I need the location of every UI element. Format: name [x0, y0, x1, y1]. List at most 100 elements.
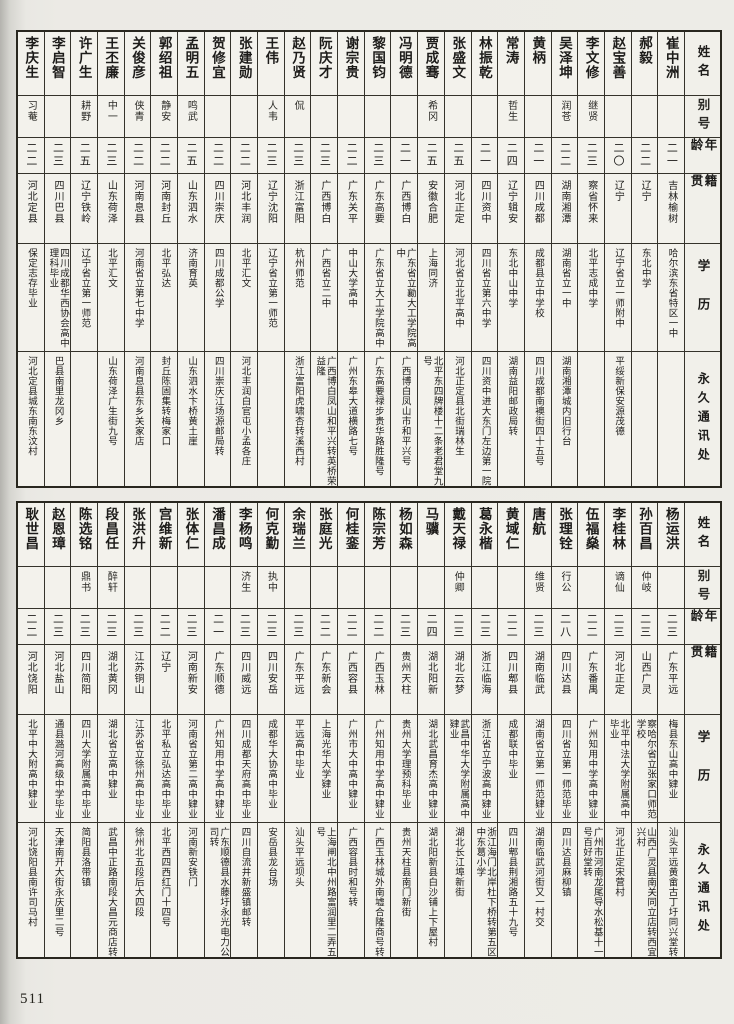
- header-age: 年龄: [685, 138, 720, 174]
- person-alias-cell: [44, 567, 71, 609]
- person-name: 宫维新: [156, 507, 172, 551]
- header-edu-label: 学历: [695, 259, 710, 336]
- person-name-cell: 张庭光: [311, 503, 338, 567]
- person-education: 湖北省立高中肄业: [106, 719, 118, 799]
- person-name-cell: 贾成骞: [418, 32, 444, 96]
- person-age: 二二: [345, 142, 358, 168]
- person-alias-cell: 执中: [258, 567, 284, 609]
- person-education: 察哈尔省立张家口师范学校: [634, 719, 657, 819]
- person-native-place: 广东番禺: [585, 651, 597, 695]
- person-name: 郝毅: [637, 36, 653, 65]
- person-age-cell: 二三: [604, 609, 631, 645]
- person-name-cell: 吴泽坤: [551, 32, 578, 96]
- person-column: 黄柄 二一 四川成都 成都县立中学校 四川成都南襖街四十五号: [523, 32, 551, 486]
- person-edu-cell: 四川省立第一师范毕业: [551, 715, 578, 823]
- person-native-place: 河北饶阳: [25, 651, 37, 695]
- person-education: 广东省立勷大工学院高中: [394, 248, 416, 348]
- person-column: 张体仁 二三 河南新安 河南省立第二高中肄业 河南新安铁门: [176, 503, 204, 957]
- person-age: 二三: [478, 613, 491, 639]
- person-age-cell: 二三: [44, 138, 71, 174]
- person-column: 马骥 二四 湖北阳新 湖北武昌育杰高中肄业 湖北阳新县白沙铺上下屋村: [417, 503, 444, 957]
- header-addr: 永久通讯处: [685, 823, 720, 957]
- person-native-cell: 湖北云梦: [444, 645, 471, 715]
- person-education: 四川成都天府高中毕业: [239, 719, 251, 819]
- person-name-cell: 黄柄: [524, 32, 551, 96]
- person-edu-cell: 保定志存毕业: [17, 244, 44, 352]
- person-education: 辽宁省立第一师范: [266, 248, 278, 328]
- person-education: 广州知用中学高中肄业: [212, 719, 224, 819]
- person-name-cell: 郭绍祖: [151, 32, 177, 96]
- person-native-cell: 四川威远: [231, 645, 257, 715]
- header-edu-label: 学历: [695, 730, 710, 807]
- person-native-cell: 四川安岳: [258, 645, 284, 715]
- person-name: 戴天禄: [450, 507, 466, 551]
- person-alias-cell: 耕野: [71, 96, 97, 138]
- person-native-place: 广西博白: [398, 180, 410, 224]
- person-alias-cell: [311, 96, 338, 138]
- header-name: 姓名: [685, 32, 720, 96]
- person-edu-cell: 平远高中毕业: [284, 715, 311, 823]
- person-native-place: 四川资中: [478, 180, 490, 224]
- person-age: 二三: [638, 613, 651, 639]
- person-addr-cell: 山东泗水卞桥黄土崖: [178, 352, 204, 486]
- person-addr-cell: 山西广灵县南关同立店转西宜兴村: [632, 823, 658, 957]
- person-edu-cell: 湖南省立一中: [551, 244, 578, 352]
- person-native-cell: 广东番禺: [578, 645, 604, 715]
- person-name-cell: 何桂銮: [338, 503, 364, 567]
- person-age-cell: 二三: [97, 609, 124, 645]
- person-edu-cell: 上海同济: [418, 244, 444, 352]
- person-alias-cell: 济生: [231, 567, 257, 609]
- person-education: 四川成都华西协会高中理科毕业: [47, 248, 69, 348]
- person-alias-cell: [391, 567, 418, 609]
- person-name-cell: 潘昌成: [204, 503, 231, 567]
- person-age-cell: 二三: [471, 609, 498, 645]
- person-address: 汕头平远坝头: [292, 827, 304, 887]
- person-name: 何桂銮: [343, 507, 359, 551]
- header-alias-label: 别号: [695, 98, 710, 135]
- person-age: 二三: [51, 613, 64, 639]
- person-name-cell: 宫维新: [151, 503, 177, 567]
- person-column: 孟明五 鸣武 二五 山东泗水 济南育英 山东泗水卞桥黄土崖: [176, 32, 204, 486]
- person-education: 四川成都公学: [212, 248, 224, 308]
- person-addr-cell: 巴县南里龙冈乡: [45, 352, 71, 486]
- person-alias: 希冈: [425, 100, 437, 122]
- person-alias-cell: 谪仙: [604, 567, 631, 609]
- person-edu-cell: 四川成都华西协会高中理科毕业: [44, 244, 71, 352]
- header-age-label: 年龄: [688, 138, 717, 157]
- person-native-place: 四川威远: [238, 651, 250, 695]
- person-addr-cell: 浙江海门北岸杜下桥转第五区中东葛小学: [472, 823, 498, 957]
- person-edu-cell: 察哈尔省立张家口师范学校: [631, 715, 658, 823]
- person-address: 武昌中正路南段大昌元商店转: [106, 827, 118, 957]
- person-alias-cell: 中一: [97, 96, 124, 138]
- person-native-place: 贵州天柱: [398, 651, 410, 695]
- person-column: 戴天禄 仲卿 二三 湖北云梦 武昌中华大学附属高中肄业 湖北长江埠新街: [443, 503, 471, 957]
- person-edu-cell: 四川成都公学: [204, 244, 231, 352]
- person-addr-cell: 河北正定县北街瑞林生: [445, 352, 471, 486]
- person-age-cell: 二三: [311, 138, 338, 174]
- person-address: 湖南湘潭城内旧行台: [559, 356, 571, 446]
- person-alias-cell: 行公: [551, 567, 578, 609]
- person-alias: 鼎书: [78, 571, 90, 593]
- person-column: 余瑞兰 二三 广东平远 平远高中毕业 汕头平远坝头: [283, 503, 311, 957]
- person-age-cell: 二三: [631, 609, 658, 645]
- person-name-cell: 李文修: [578, 32, 604, 96]
- person-native-cell: 辽宁沈阳: [258, 174, 284, 244]
- person-name-cell: 黎国钧: [364, 32, 391, 96]
- person-column: 葛永楷 二三 浙江临海 浙江省立宁波高中肄业 浙江海门北岸杜下桥转第五区中东葛小…: [470, 503, 498, 957]
- person-name: 张庭光: [316, 507, 332, 551]
- person-native-place: 吉林榆树: [665, 180, 677, 224]
- person-edu-cell: 中山大学高中: [338, 244, 364, 352]
- header-native-label: 籍贯: [688, 645, 717, 684]
- person-age-cell: 二二: [151, 138, 177, 174]
- person-edu-cell: 武昌中华大学附属高中肄业: [444, 715, 471, 823]
- person-education: 北平志成中学: [586, 248, 598, 308]
- person-native-cell: 广东高要: [364, 174, 391, 244]
- person-address: 广西玉林城外南墟合隆商号转: [372, 827, 384, 957]
- person-name-cell: 孟明五: [177, 32, 204, 96]
- person-edu-cell: 通县潞河高级中学毕业: [44, 715, 71, 823]
- person-age-cell: 二五: [418, 138, 444, 174]
- header-alias-label: 别号: [695, 569, 710, 606]
- person-edu-cell: 杭州师范: [284, 244, 311, 352]
- person-native-place: 四川达县: [559, 651, 570, 695]
- person-name: 谢宗贵: [343, 36, 359, 80]
